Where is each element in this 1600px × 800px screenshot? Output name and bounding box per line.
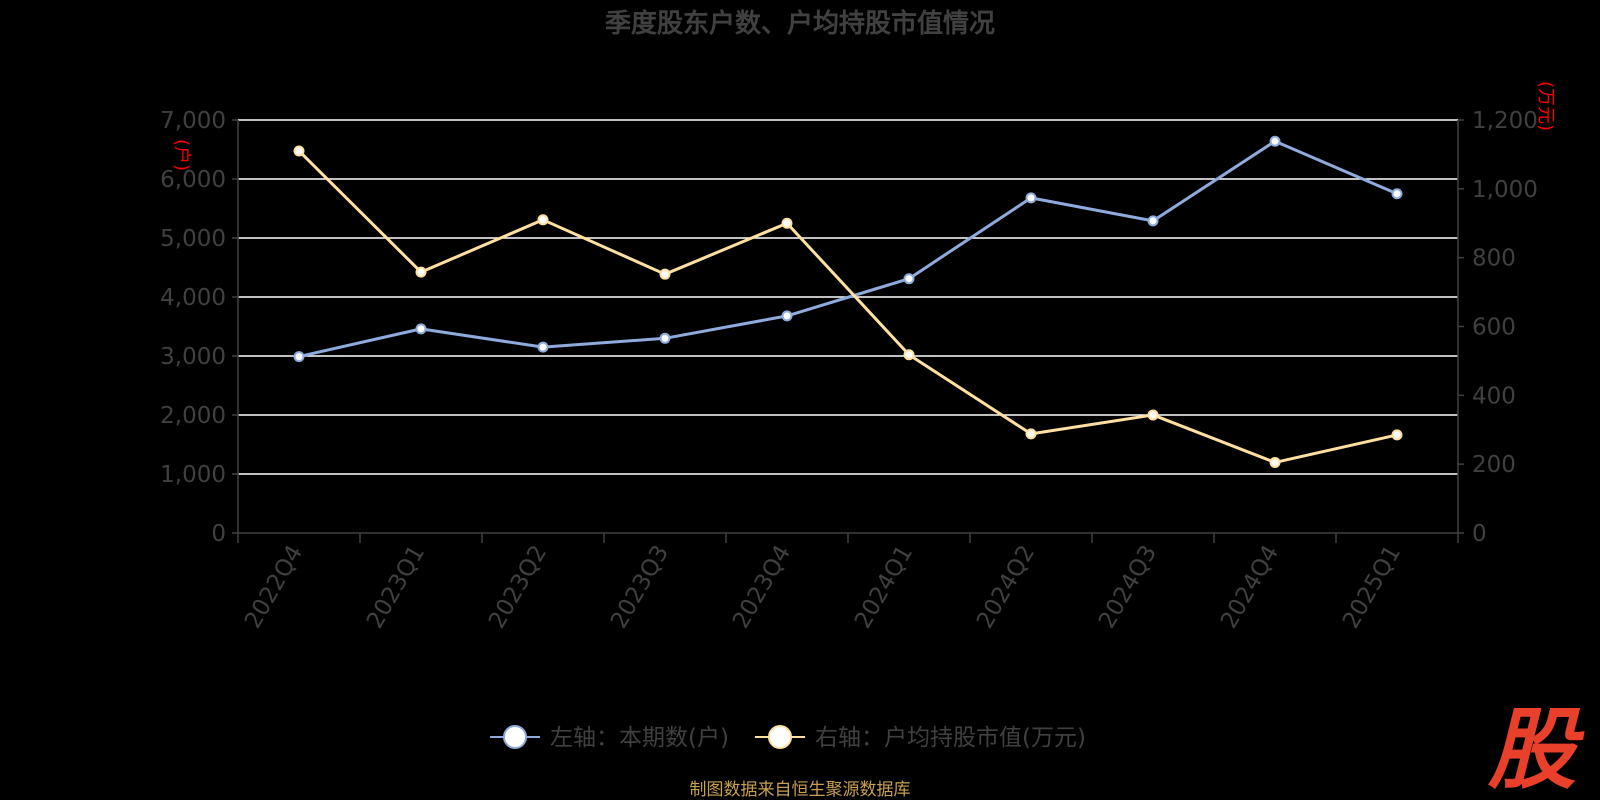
data-point[interactable] xyxy=(1147,215,1159,227)
data-point[interactable] xyxy=(1025,192,1037,204)
data-point[interactable] xyxy=(415,266,427,278)
left-tick-label: 7,000 xyxy=(160,108,226,134)
x-tick-label: 2023Q4 xyxy=(728,541,796,633)
data-point[interactable] xyxy=(1269,135,1281,147)
data-point[interactable] xyxy=(537,214,549,226)
x-tick-label: 2024Q2 xyxy=(972,541,1040,633)
x-tick-label: 2025Q1 xyxy=(1338,541,1406,633)
data-point[interactable] xyxy=(1025,428,1037,440)
left-tick-label: 3,000 xyxy=(160,344,226,370)
left-tick-label: 2,000 xyxy=(160,403,226,429)
data-point[interactable] xyxy=(1269,456,1281,468)
data-point[interactable] xyxy=(1391,188,1403,200)
axes: 0 1,000 2,000 3,000 4,000 5,000 6,000 7,000 0 200… xyxy=(160,108,1538,633)
right-axis-unit: (万元) xyxy=(1535,81,1556,131)
data-point[interactable] xyxy=(781,310,793,322)
chart-title: 季度股东户数、户均持股市值情况 xyxy=(605,8,995,39)
x-tick-label: 2023Q2 xyxy=(484,541,552,633)
left-tick-label: 4,000 xyxy=(160,285,226,311)
x-tick-label: 2024Q1 xyxy=(850,541,918,633)
x-tick-label: 2022Q4 xyxy=(240,541,308,633)
data-point[interactable] xyxy=(293,145,305,157)
right-tick-label: 400 xyxy=(1472,383,1516,409)
logo-icon: 股 xyxy=(1487,698,1585,800)
data-point[interactable] xyxy=(659,268,671,280)
data-point[interactable] xyxy=(1147,409,1159,421)
legend-marker-icon xyxy=(503,725,527,749)
x-tick-label: 2024Q4 xyxy=(1216,541,1284,633)
series-line-1 xyxy=(297,149,1398,464)
x-tick-label: 2023Q3 xyxy=(606,541,674,633)
legend-item-households[interactable]: 左轴：本期数(户) xyxy=(490,725,729,751)
left-tick-label: 1,000 xyxy=(160,462,226,488)
right-tick-label: 800 xyxy=(1472,246,1516,272)
source-note: 制图数据来自恒生聚源数据库 xyxy=(690,780,911,800)
x-tick-label: 2023Q1 xyxy=(362,541,430,633)
data-point[interactable] xyxy=(1391,429,1403,441)
data-point[interactable] xyxy=(415,323,427,335)
data-point[interactable] xyxy=(903,349,915,361)
series-line-0 xyxy=(298,139,1398,359)
legend[interactable]: 左轴：本期数(户) 右轴：户均持股市值(万元) xyxy=(490,725,1086,751)
right-tick-label: 600 xyxy=(1472,315,1516,341)
left-axis-unit: (户) xyxy=(171,139,192,171)
data-point[interactable] xyxy=(293,351,305,363)
right-tick-label: 200 xyxy=(1472,452,1516,478)
legend-label-avg-value: 右轴：户均持股市值(万元) xyxy=(815,725,1086,751)
data-point[interactable] xyxy=(537,341,549,353)
legend-marker-icon xyxy=(768,725,792,749)
data-point[interactable] xyxy=(903,273,915,285)
legend-label-households: 左轴：本期数(户) xyxy=(550,725,729,751)
right-tick-label: 0 xyxy=(1472,521,1487,547)
legend-item-avg-value[interactable]: 右轴：户均持股市值(万元) xyxy=(755,725,1086,751)
right-tick-label: 1,200 xyxy=(1472,108,1538,134)
left-tick-label: 0 xyxy=(211,521,226,547)
left-tick-label: 6,000 xyxy=(160,167,226,193)
series-lines xyxy=(293,135,1403,468)
data-point[interactable] xyxy=(659,332,671,344)
data-point[interactable] xyxy=(781,217,793,229)
right-tick-label: 1,000 xyxy=(1472,177,1538,203)
x-tick-label: 2024Q3 xyxy=(1094,541,1162,633)
left-tick-label: 5,000 xyxy=(160,226,226,252)
